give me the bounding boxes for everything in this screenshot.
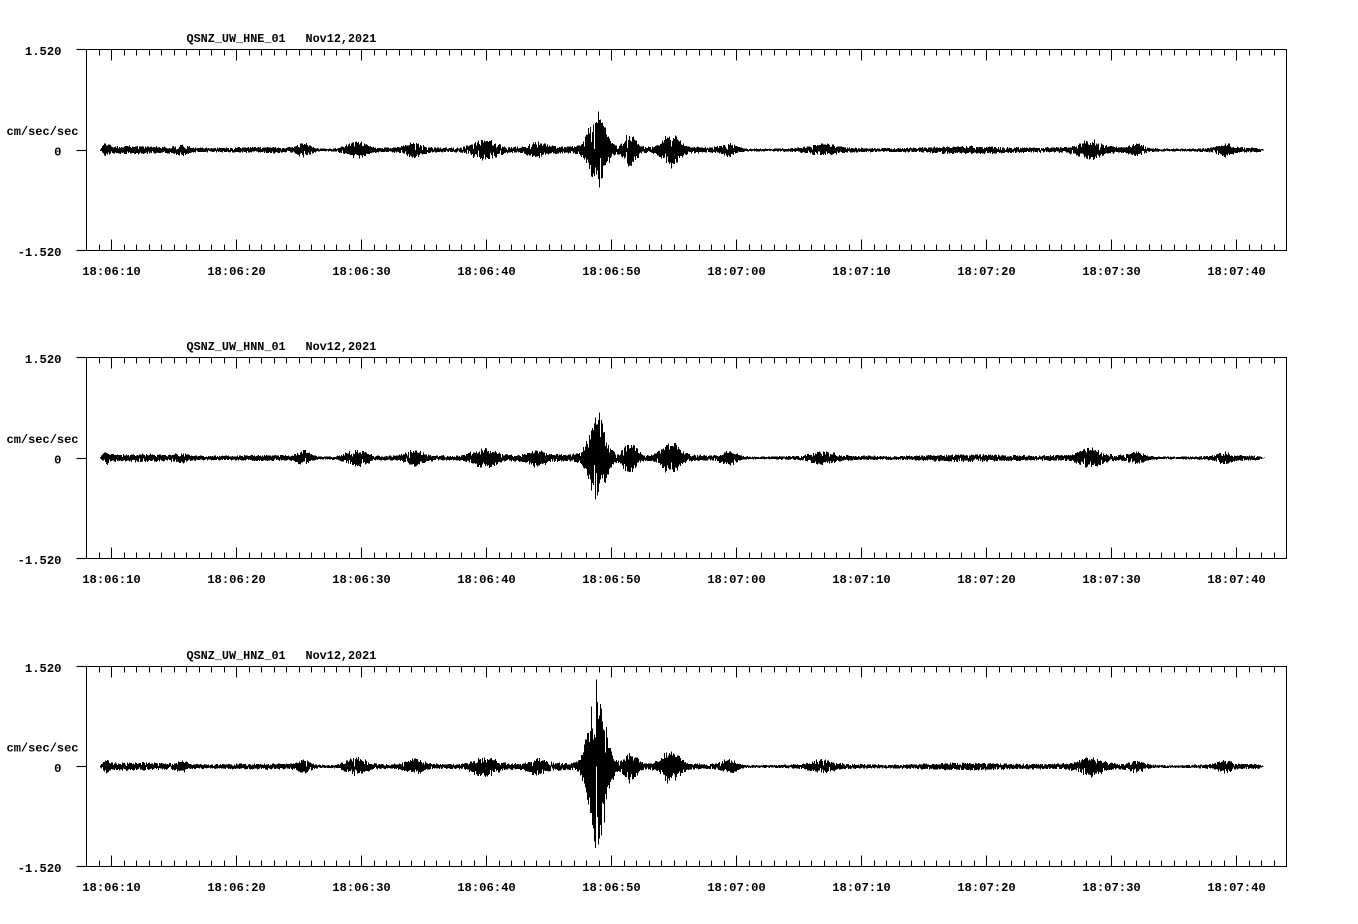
svg-text:18:07:40: 18:07:40 — [1207, 881, 1266, 895]
svg-text:18:07:10: 18:07:10 — [832, 265, 891, 279]
svg-text:18:06:50: 18:06:50 — [582, 265, 641, 279]
svg-text:1.520: 1.520 — [25, 45, 62, 59]
svg-text:1.520: 1.520 — [25, 662, 62, 676]
svg-text:1.520: 1.520 — [25, 353, 62, 367]
svg-text:18:06:30: 18:06:30 — [332, 573, 391, 587]
svg-text:18:07:00: 18:07:00 — [707, 881, 766, 895]
svg-text:18:07:20: 18:07:20 — [957, 573, 1016, 587]
svg-text:Nov12,2021: Nov12,2021 — [306, 340, 377, 354]
svg-text:0: 0 — [54, 762, 61, 776]
svg-text:QSNZ_UW_HNE_01: QSNZ_UW_HNE_01 — [187, 32, 286, 46]
svg-text:18:06:40: 18:06:40 — [457, 573, 516, 587]
svg-text:-1.520: -1.520 — [18, 862, 62, 876]
svg-text:18:06:50: 18:06:50 — [582, 881, 641, 895]
svg-text:18:06:20: 18:06:20 — [207, 265, 266, 279]
svg-text:-1.520: -1.520 — [18, 554, 62, 568]
svg-text:cm/sec/sec: cm/sec/sec — [7, 433, 79, 447]
svg-text:18:07:40: 18:07:40 — [1207, 265, 1266, 279]
svg-text:18:06:10: 18:06:10 — [82, 881, 141, 895]
svg-text:18:07:30: 18:07:30 — [1082, 573, 1141, 587]
svg-text:QSNZ_UW_HNN_01: QSNZ_UW_HNN_01 — [187, 340, 286, 354]
svg-text:18:06:50: 18:06:50 — [582, 573, 641, 587]
svg-text:Nov12,2021: Nov12,2021 — [306, 32, 377, 46]
svg-text:0: 0 — [54, 146, 61, 160]
svg-text:Nov12,2021: Nov12,2021 — [306, 649, 377, 663]
svg-text:18:07:00: 18:07:00 — [707, 573, 766, 587]
svg-text:0: 0 — [54, 454, 61, 468]
svg-text:18:07:10: 18:07:10 — [832, 573, 891, 587]
svg-text:18:06:40: 18:06:40 — [457, 881, 516, 895]
svg-text:18:07:30: 18:07:30 — [1082, 881, 1141, 895]
svg-text:18:06:40: 18:06:40 — [457, 265, 516, 279]
svg-text:18:06:30: 18:06:30 — [332, 881, 391, 895]
svg-text:18:07:30: 18:07:30 — [1082, 265, 1141, 279]
svg-text:18:07:40: 18:07:40 — [1207, 573, 1266, 587]
svg-text:QSNZ_UW_HNZ_01: QSNZ_UW_HNZ_01 — [187, 649, 286, 663]
svg-text:cm/sec/sec: cm/sec/sec — [7, 125, 79, 139]
svg-text:18:07:10: 18:07:10 — [832, 881, 891, 895]
svg-text:18:07:20: 18:07:20 — [957, 265, 1016, 279]
svg-text:18:07:20: 18:07:20 — [957, 881, 1016, 895]
svg-text:18:06:10: 18:06:10 — [82, 265, 141, 279]
svg-text:18:06:30: 18:06:30 — [332, 265, 391, 279]
svg-text:-1.520: -1.520 — [18, 246, 62, 260]
svg-text:18:06:20: 18:06:20 — [207, 881, 266, 895]
svg-text:18:06:10: 18:06:10 — [82, 573, 141, 587]
svg-text:18:06:20: 18:06:20 — [207, 573, 266, 587]
svg-text:18:07:00: 18:07:00 — [707, 265, 766, 279]
svg-text:cm/sec/sec: cm/sec/sec — [7, 742, 79, 756]
